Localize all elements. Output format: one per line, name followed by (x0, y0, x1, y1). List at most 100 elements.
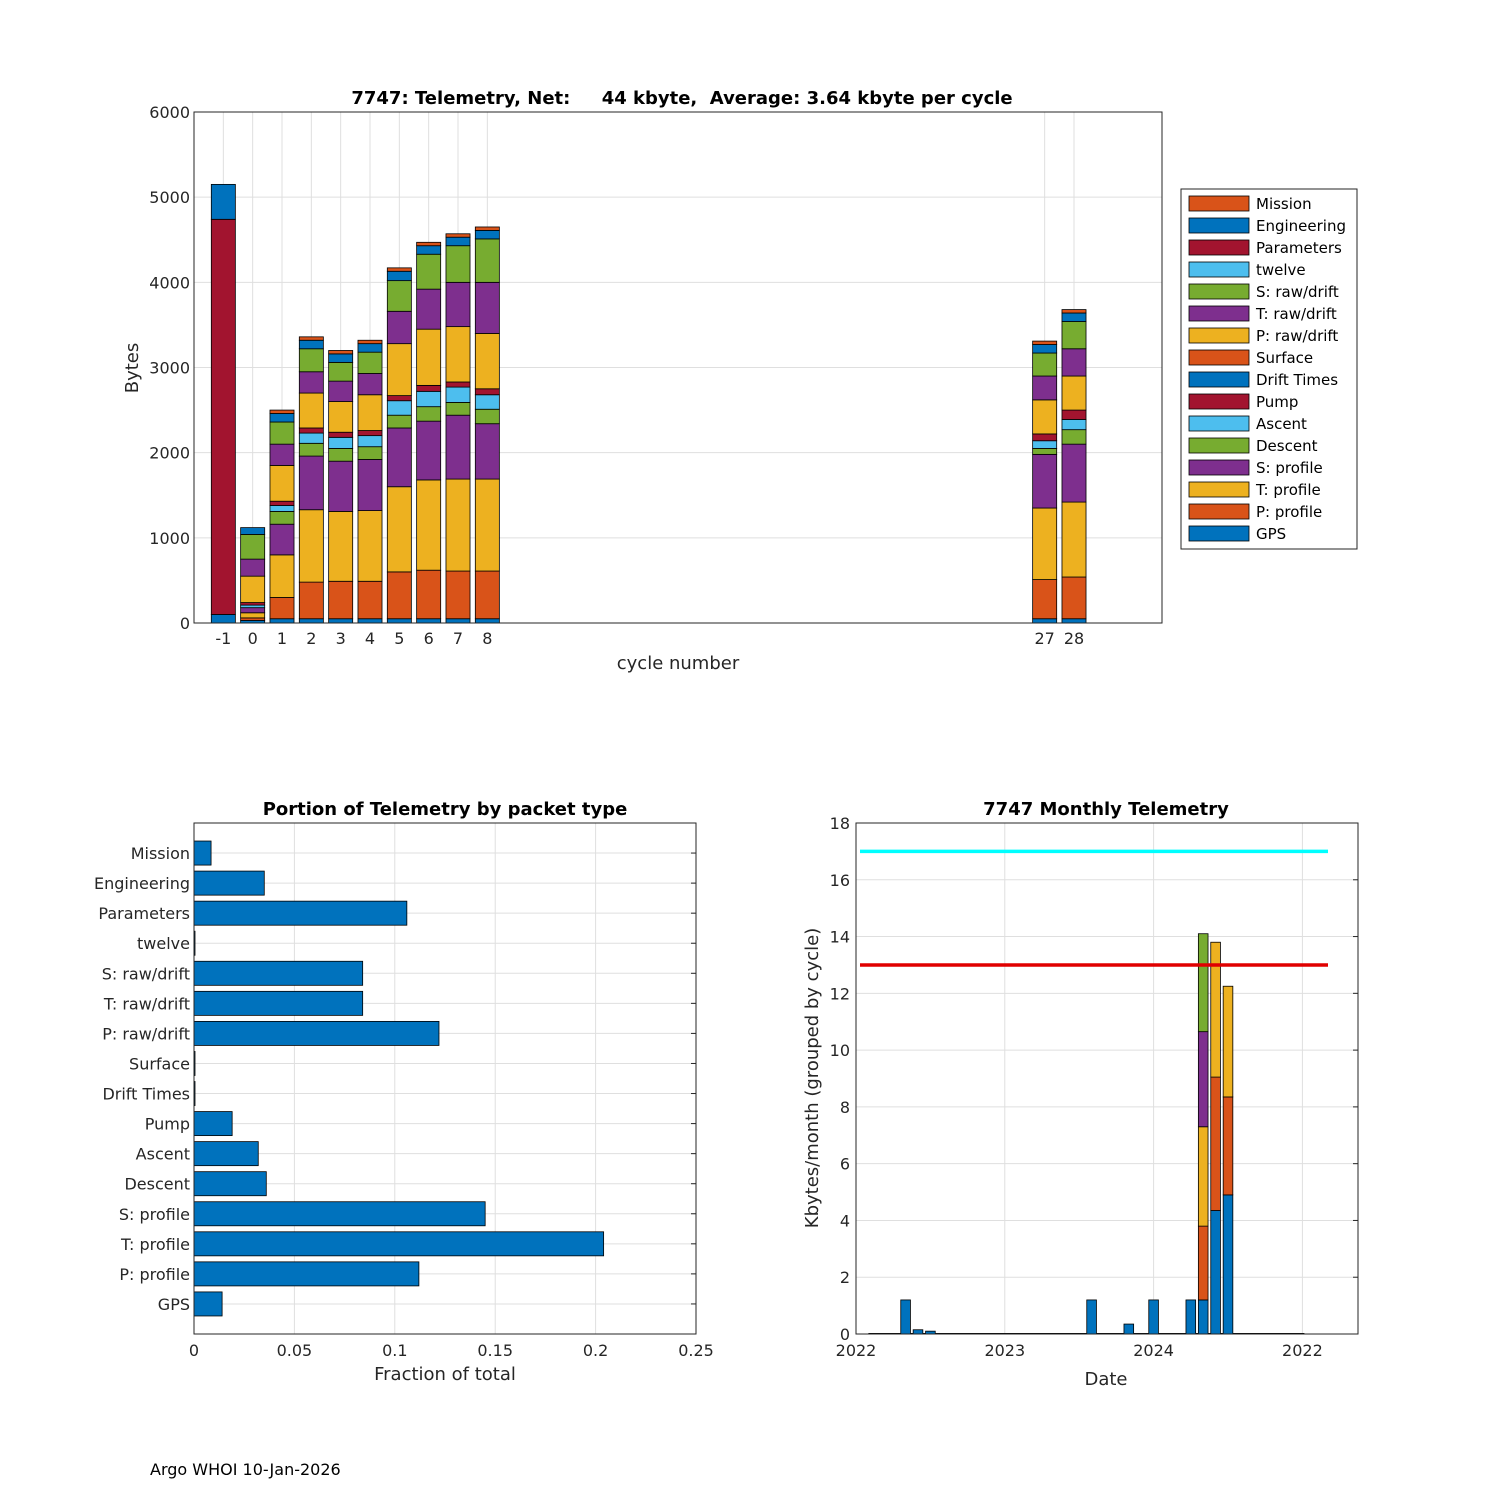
monthly-bar-segment (1185, 1299, 1197, 1335)
legend-swatch (1188, 481, 1250, 498)
bar-segment (1032, 440, 1058, 449)
bar-segment (445, 326, 471, 383)
bar-segment (357, 510, 383, 582)
portion-bar (193, 960, 364, 986)
legend-swatch (1188, 503, 1250, 520)
bar-segment (445, 386, 471, 403)
monthly-xtick-label: 2023 (984, 1341, 1025, 1360)
legend-swatch (1188, 415, 1250, 432)
bar-segment (386, 395, 412, 402)
top-xtick-label: 1 (277, 629, 287, 648)
bar-segment (474, 388, 500, 396)
bar-segment (240, 527, 266, 535)
top-axes-frame (193, 111, 1163, 624)
bar-segment (298, 392, 324, 429)
portion-xlabel: Fraction of total (374, 1364, 516, 1385)
legend-swatch (1188, 525, 1250, 542)
bar-segment (474, 333, 500, 390)
monthly-bar-segment (1210, 1210, 1221, 1335)
portion-bar (193, 1291, 223, 1317)
bar-segment (269, 443, 295, 466)
bar-segment (386, 343, 412, 397)
bar-segment (240, 575, 266, 603)
bar-segment (1032, 453, 1058, 509)
bar-segment (1032, 448, 1058, 455)
legend-label: Drift Times (1256, 371, 1338, 389)
portion-chart-title: Portion of Telemetry by packet type (263, 799, 628, 820)
bar-segment (474, 618, 500, 624)
bar-segment (474, 394, 500, 410)
legend-swatch (1188, 371, 1250, 388)
bar-segment (269, 409, 295, 414)
bar-segment (386, 571, 412, 620)
bar-segment (386, 618, 412, 624)
legend-label: Descent (1256, 437, 1318, 455)
bar-segment (474, 238, 500, 283)
bar-segment (1061, 348, 1087, 377)
legend: Mission Engineering Parameters twelve S: raw… (1180, 188, 1358, 550)
top-ytick-label: 1000 (149, 529, 190, 548)
bar-segment (1061, 375, 1087, 411)
top-xlabel: cycle number (617, 653, 740, 674)
monthly-ytick-label: 4 (840, 1211, 850, 1230)
bar-segment (357, 580, 383, 620)
legend-swatch (1188, 327, 1250, 344)
bar-segment (416, 241, 442, 247)
bar-segment (357, 435, 383, 448)
footer-credit: Argo WHOI 10-Jan-2026 (150, 1460, 341, 1479)
portion-bar (193, 1261, 420, 1287)
legend-label: Parameters (1256, 239, 1342, 257)
monthly-ytick-label: 6 (840, 1155, 850, 1174)
bar-segment (357, 373, 383, 396)
monthly-bar-segment (1123, 1323, 1135, 1335)
bar-segment (210, 218, 236, 615)
portion-category-label: Drift Times (102, 1085, 190, 1104)
portion-bar (193, 900, 408, 926)
legend-label: Engineering (1256, 217, 1346, 235)
portion-category-label: Engineering (94, 874, 190, 893)
bar-segment (210, 183, 236, 220)
bar-segment (386, 486, 412, 573)
portion-axes-frame (193, 822, 697, 1335)
bar-segment (445, 233, 471, 238)
monthly-axes-frame (855, 822, 1359, 1335)
monthly-bar-segment (1222, 1194, 1234, 1335)
legend-swatch (1188, 305, 1250, 322)
bar-segment (386, 267, 412, 272)
bar-segment (269, 413, 295, 423)
bar-segment (328, 618, 354, 624)
bar-segment (1032, 340, 1058, 345)
portion-bar (193, 990, 364, 1016)
monthly-ytick-label: 0 (840, 1325, 850, 1344)
portion-category-label: S: raw/drift (102, 964, 190, 983)
bar-segment (298, 509, 324, 583)
monthly-xtick-label: 2022 (1282, 1341, 1323, 1360)
bar-segment (445, 381, 471, 388)
bar-segment (357, 446, 383, 460)
legend-swatch (1188, 283, 1250, 300)
bar-segment (357, 339, 383, 345)
bar-segment (357, 351, 383, 374)
bar-segment (386, 400, 412, 416)
bar-segment (1061, 501, 1087, 578)
legend-label: S: profile (1256, 459, 1323, 477)
bar-segment (298, 432, 324, 444)
bar-segment (328, 361, 354, 382)
monthly-bar-segment (912, 1329, 924, 1335)
top-xtick-label: 4 (365, 629, 375, 648)
bar-segment (416, 328, 442, 386)
bar-segment (269, 505, 295, 512)
bar-segment (386, 270, 412, 282)
bar-segment (1061, 312, 1087, 322)
top-xtick-label: 28 (1064, 629, 1084, 648)
bar-segment (386, 310, 412, 345)
portion-bar (193, 1111, 233, 1137)
bar-segment (416, 569, 442, 620)
portion-by-packet-chart: Portion of Telemetry by packet type 0 0.0… (94, 799, 714, 1385)
bar-segment (328, 353, 354, 363)
legend-swatch (1188, 459, 1250, 476)
bar-segment (416, 406, 442, 422)
portion-xtick-label: 0.25 (678, 1341, 714, 1360)
monthly-ylabel: Kbytes/month (grouped by cycle) (802, 928, 823, 1228)
